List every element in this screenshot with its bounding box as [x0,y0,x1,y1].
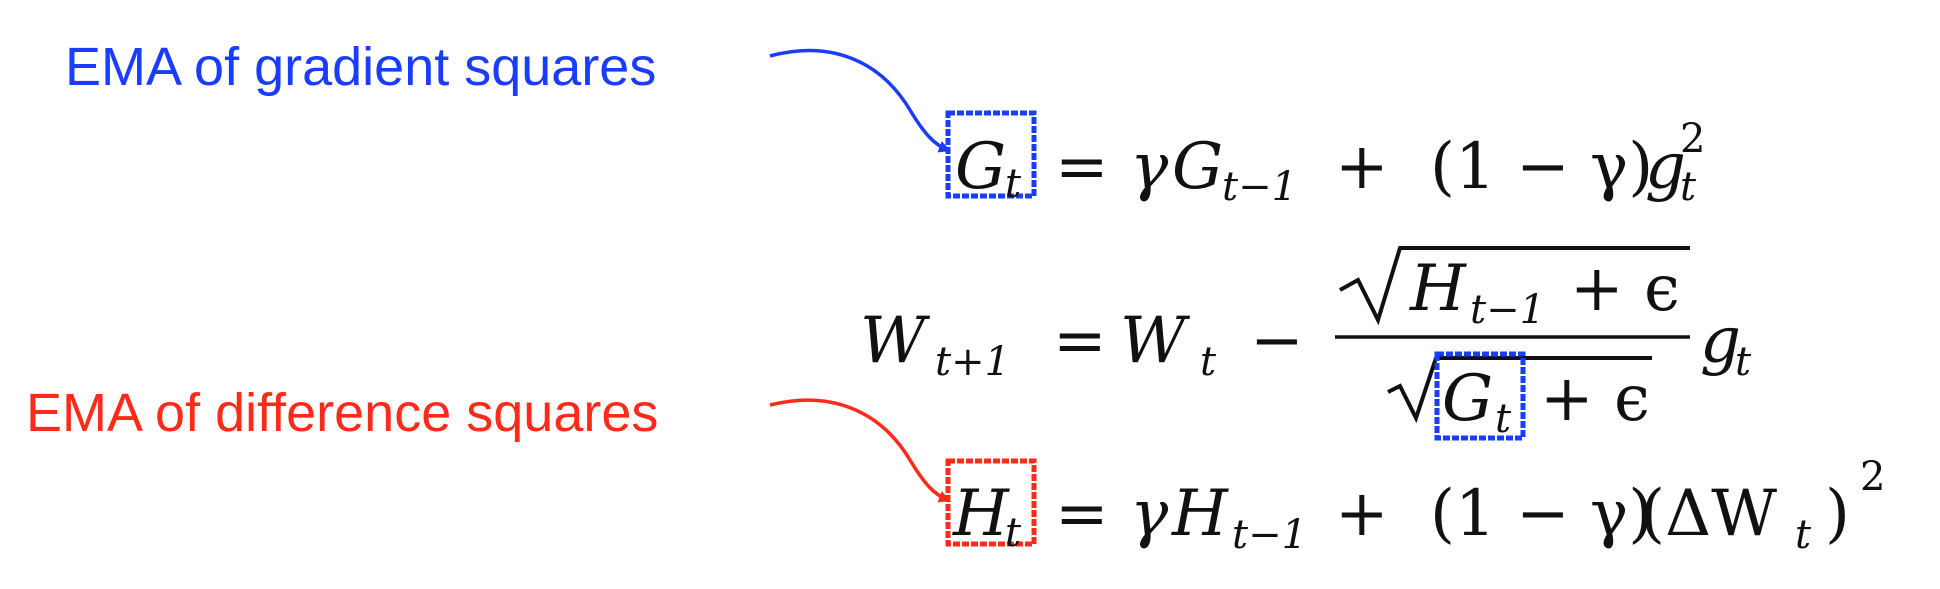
h-prev-3-subscript: t−1 [1232,512,1307,558]
w-current: W [1120,304,1191,378]
g-denominator-subscript: t [1495,396,1512,442]
w-current-subscript: t [1200,339,1217,385]
delta-w: (ΔW [1640,477,1777,551]
minus: − [1250,304,1304,378]
difference-arrow [769,398,951,503]
numerator-epsilon: + ϵ [1570,252,1680,326]
h-highlight-box [945,458,1037,547]
g-prev: G [1172,130,1223,204]
h-prev-3: H [1171,477,1229,551]
denominator-radical [1387,356,1652,424]
grad-square: 2 [1680,116,1705,162]
delta-w-subscript: t [1795,512,1812,558]
equation-h-update: H t = γ H t−1 + (1 − γ) (ΔW t ) 2 [945,454,1885,558]
close-paren: ) [1825,477,1850,551]
grad-term: g [1700,304,1741,378]
h-subscript: t [1005,510,1022,556]
equals-3: = [1055,477,1109,551]
grad-subscript: t [1680,164,1697,210]
equation-w-update: W t+1 = W t − H t−1 + ϵ G t + ϵ g t [860,246,1752,442]
gradient-arrow [769,48,951,153]
delta-square: 2 [1860,454,1885,500]
plus-3: + [1335,477,1389,551]
difference-squares-label: EMA of difference squares [26,383,659,443]
gamma-3: γ [1130,477,1169,551]
g-denominator-box [1434,351,1526,441]
grad-symbol: g [1645,130,1686,204]
h-symbol: H [952,477,1010,551]
g-subscript: t [1005,161,1022,207]
one-minus-gamma: (1 − γ) [1430,130,1653,204]
gradient-squares-label: EMA of gradient squares [65,37,657,97]
numerator-radical [1339,246,1690,326]
gamma: γ [1130,130,1169,204]
g-symbol: G [955,130,1006,204]
equals: = [1055,130,1109,204]
equals-2: = [1053,304,1107,378]
w-next-subscript: t+1 [935,339,1010,385]
denominator-epsilon: + ϵ [1540,362,1650,436]
h-prev-subscript: t−1 [1470,287,1545,333]
equation-g-update: G t = γ G t−1 + (1 − γ) g t 2 [945,110,1705,210]
g-highlight-box [945,110,1037,199]
w-next: W [860,304,931,378]
g-prev-subscript: t−1 [1222,164,1297,210]
h-prev: H [1409,252,1467,326]
plus: + [1335,130,1389,204]
grad-term-subscript: t [1735,339,1752,385]
g-denominator: G [1442,362,1493,436]
one-minus-gamma-3: (1 − γ) [1430,477,1653,551]
